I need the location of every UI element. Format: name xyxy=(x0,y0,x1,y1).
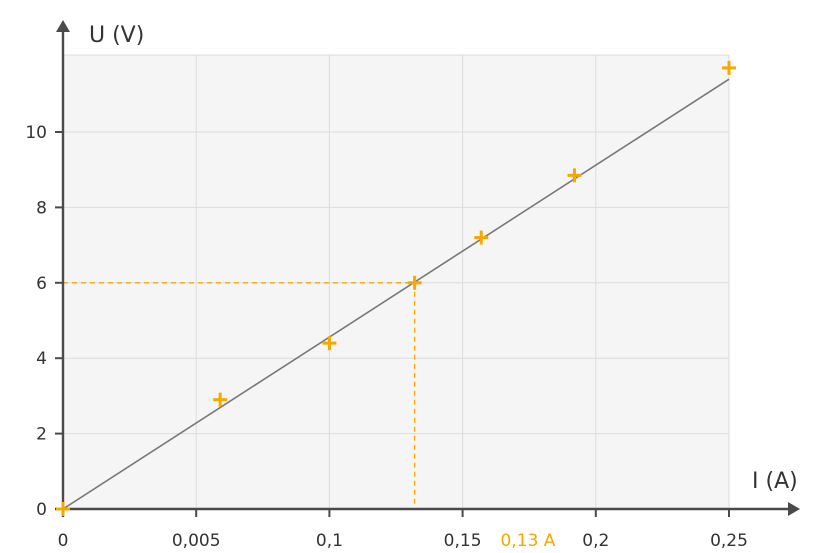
data-point xyxy=(474,230,489,245)
highlight-guides xyxy=(63,282,416,509)
trend-line xyxy=(62,78,730,510)
y-axis-arrow xyxy=(56,20,70,32)
data-point xyxy=(56,502,70,516)
x-tick-label: 0,2 xyxy=(582,531,609,551)
x-tick-label: 0,1 xyxy=(316,531,343,551)
data-point xyxy=(407,275,422,290)
x-axis-label: I (A) xyxy=(752,469,798,494)
y-tick-label: 8 xyxy=(36,198,47,218)
x-axis-arrow xyxy=(788,502,800,516)
plot-background xyxy=(63,55,729,509)
y-tick-label: 0 xyxy=(36,500,47,520)
data-point xyxy=(567,168,582,183)
data-point xyxy=(213,392,228,407)
axes xyxy=(55,20,800,517)
x-tick-label: 0,15 xyxy=(444,531,482,551)
y-tick-label: 2 xyxy=(36,425,47,445)
y-tick-label: 4 xyxy=(36,349,47,369)
y-tick-labels: 0 2 4 6 8 10 xyxy=(25,123,47,520)
x-tick-labels: 0 0,005 0,1 0,15 0,2 0,25 xyxy=(58,531,748,551)
data-point xyxy=(322,336,337,351)
data-points xyxy=(56,60,736,516)
x-tick-label: 0,005 xyxy=(172,531,221,551)
data-point xyxy=(722,60,736,75)
grid xyxy=(63,54,730,509)
highlight-label: 0,13 A xyxy=(501,531,556,551)
y-tick-label: 6 xyxy=(36,274,47,294)
x-tick-label: 0 xyxy=(58,531,69,551)
x-tick-label: 0,25 xyxy=(710,531,748,551)
y-tick-label: 10 xyxy=(25,123,47,143)
y-axis-label: U (V) xyxy=(89,23,144,48)
